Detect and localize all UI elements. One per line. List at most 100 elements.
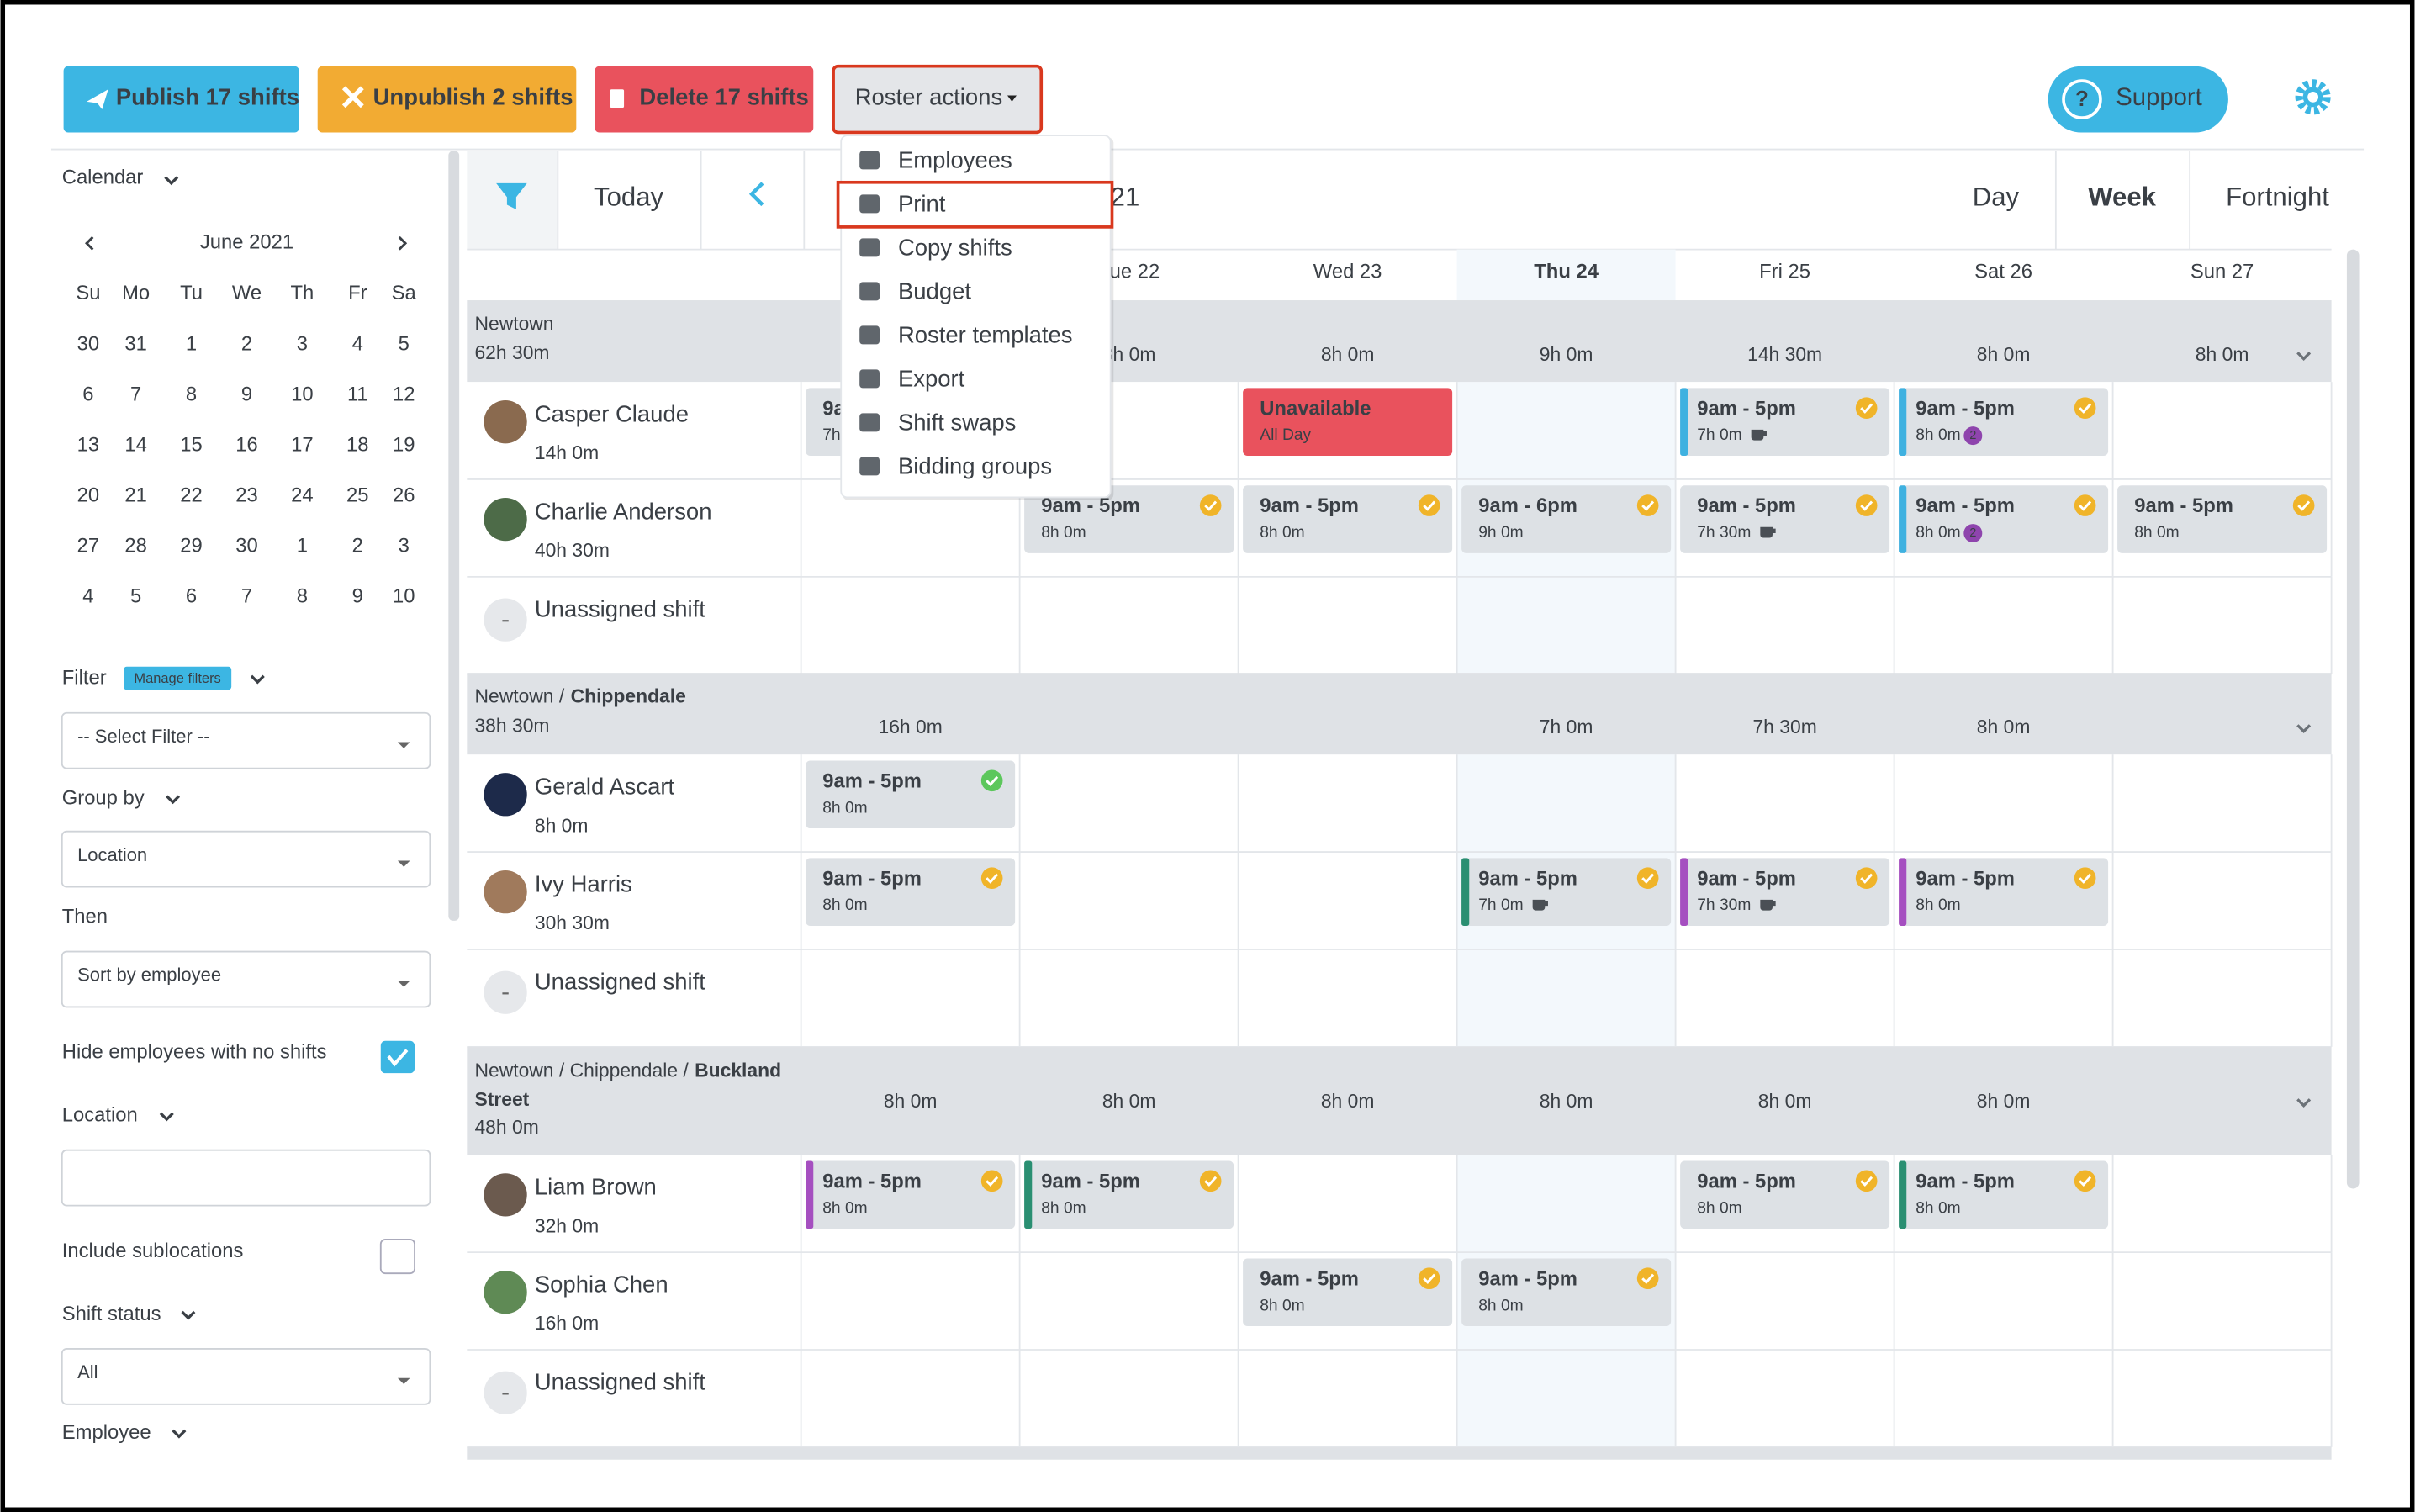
calendar-day[interactable]: 16 (235, 434, 257, 457)
calendar-day[interactable]: 18 (346, 434, 368, 457)
next-month[interactable] (398, 235, 408, 251)
menu-item[interactable]: Employees (898, 147, 1012, 173)
calendar-day[interactable]: 3 (399, 535, 410, 558)
shift-card[interactable] (806, 1160, 1016, 1229)
select-box[interactable] (61, 1149, 431, 1207)
calendar-day[interactable]: 12 (393, 383, 415, 405)
employee-name[interactable]: Gerald Ascart (535, 774, 675, 800)
button-label[interactable]: Unpublish 2 shifts (373, 83, 573, 109)
employee-name[interactable]: Casper Claude (535, 401, 689, 427)
select-value[interactable]: Location (77, 844, 147, 865)
shift-card[interactable] (1243, 388, 1453, 456)
shift-card[interactable] (1899, 858, 2109, 926)
calendar-day[interactable]: 30 (77, 332, 99, 355)
employee-name[interactable]: Unassigned shift (535, 1369, 705, 1395)
shift-card[interactable] (1243, 485, 1453, 553)
calendar-day[interactable]: 10 (393, 585, 415, 608)
calendar-day[interactable]: 3 (297, 332, 308, 355)
view-mode[interactable]: Fortnight (2226, 182, 2329, 211)
select-box[interactable] (61, 1348, 431, 1405)
toolbar-button[interactable] (595, 66, 814, 133)
button-label[interactable]: Publish 17 shifts (116, 83, 299, 109)
menu-item[interactable]: Export (898, 365, 965, 391)
calendar-day[interactable]: 29 (180, 535, 202, 558)
shift-card[interactable] (1680, 1160, 1890, 1229)
shift-card[interactable] (1461, 485, 1672, 553)
settings-icon[interactable] (2295, 79, 2331, 115)
calendar-day[interactable]: 19 (393, 434, 415, 457)
calendar-day[interactable]: 17 (291, 434, 313, 457)
calendar-day[interactable]: 10 (291, 383, 313, 405)
today-button[interactable]: Today (594, 182, 663, 211)
menu-item[interactable]: Budget (898, 278, 971, 304)
menu-item[interactable]: Print (898, 190, 946, 216)
employee-name[interactable]: Unassigned shift (535, 968, 705, 994)
calendar-day[interactable]: 4 (82, 585, 93, 608)
support-label[interactable]: Support (2116, 83, 2202, 111)
calendar-day[interactable]: 5 (130, 585, 141, 608)
employee-name[interactable]: Unassigned shift (535, 595, 705, 621)
calendar-day[interactable]: 23 (235, 484, 257, 507)
toolbar-button[interactable] (832, 64, 1044, 135)
toolbar-button[interactable] (63, 66, 299, 133)
select-box[interactable] (61, 950, 431, 1008)
calendar-day[interactable]: 20 (77, 484, 99, 507)
shift-card[interactable] (806, 858, 1016, 926)
employee-name[interactable]: Sophia Chen (535, 1271, 668, 1298)
calendar-day[interactable]: 25 (346, 484, 368, 507)
menu-item[interactable]: Shift swaps (898, 409, 1016, 435)
shift-card[interactable] (1024, 485, 1234, 553)
prev-month[interactable] (84, 235, 94, 251)
shift-card[interactable] (1024, 1160, 1234, 1229)
calendar-day[interactable]: 15 (180, 434, 202, 457)
menu-item[interactable]: Bidding groups (898, 452, 1052, 478)
calendar-day[interactable]: 7 (241, 585, 252, 608)
sub-checkbox[interactable] (379, 1239, 415, 1275)
calendar-day[interactable]: 21 (124, 484, 146, 507)
button-label[interactable]: Roster actions (855, 83, 1002, 109)
select-value[interactable]: -- Select Filter -- (77, 726, 209, 747)
shift-card[interactable] (806, 760, 1016, 829)
select-value[interactable]: Sort by employee (77, 965, 221, 986)
calendar-day[interactable]: 22 (180, 484, 202, 507)
manage-filters-badge[interactable] (124, 666, 232, 690)
calendar-day[interactable]: 24 (291, 484, 313, 507)
calendar-day[interactable]: 2 (352, 535, 363, 558)
calendar-day[interactable]: 28 (124, 535, 146, 558)
select-value[interactable]: All (77, 1361, 98, 1382)
prev-week[interactable] (748, 182, 764, 207)
shift-card[interactable] (1899, 388, 2109, 456)
calendar-day[interactable]: 26 (393, 484, 415, 507)
employee-name[interactable]: Charlie Anderson (535, 499, 712, 525)
employee-name[interactable]: Ivy Harris (535, 871, 632, 897)
calendar-day[interactable]: 27 (77, 535, 99, 558)
calendar-day[interactable]: 8 (297, 585, 308, 608)
manage-filters-label[interactable]: Manage filters (134, 671, 220, 686)
shift-card[interactable] (1461, 858, 1672, 926)
calendar-day[interactable]: 9 (352, 585, 363, 608)
shift-card[interactable] (1243, 1258, 1453, 1327)
shift-card[interactable] (1680, 858, 1890, 926)
calendar-day[interactable]: 8 (186, 383, 197, 405)
select-box[interactable] (61, 711, 431, 769)
shift-card[interactable] (1899, 1160, 2109, 1229)
menu-item[interactable]: Copy shifts (898, 234, 1012, 260)
calendar-day[interactable]: 13 (77, 434, 99, 457)
calendar-day[interactable]: 9 (241, 383, 252, 405)
toolbar-button[interactable] (317, 66, 577, 133)
calendar-day[interactable]: 6 (186, 585, 197, 608)
calendar-day[interactable]: 14 (124, 434, 146, 457)
calendar-day[interactable]: 5 (399, 332, 410, 355)
calendar-day[interactable]: 1 (297, 535, 308, 558)
shift-card[interactable] (1899, 485, 2109, 553)
shift-card[interactable] (1680, 388, 1890, 456)
calendar-day[interactable]: 4 (352, 332, 363, 355)
calendar-day[interactable]: 1 (186, 332, 197, 355)
hide-checkbox[interactable] (380, 1040, 415, 1074)
calendar-day[interactable]: 6 (82, 383, 93, 405)
calendar-day[interactable]: 30 (235, 535, 257, 558)
select-box[interactable] (61, 830, 431, 888)
calendar-day[interactable]: 7 (130, 383, 141, 405)
calendar-day[interactable]: 31 (124, 332, 146, 355)
view-mode[interactable]: Week (2088, 182, 2156, 211)
